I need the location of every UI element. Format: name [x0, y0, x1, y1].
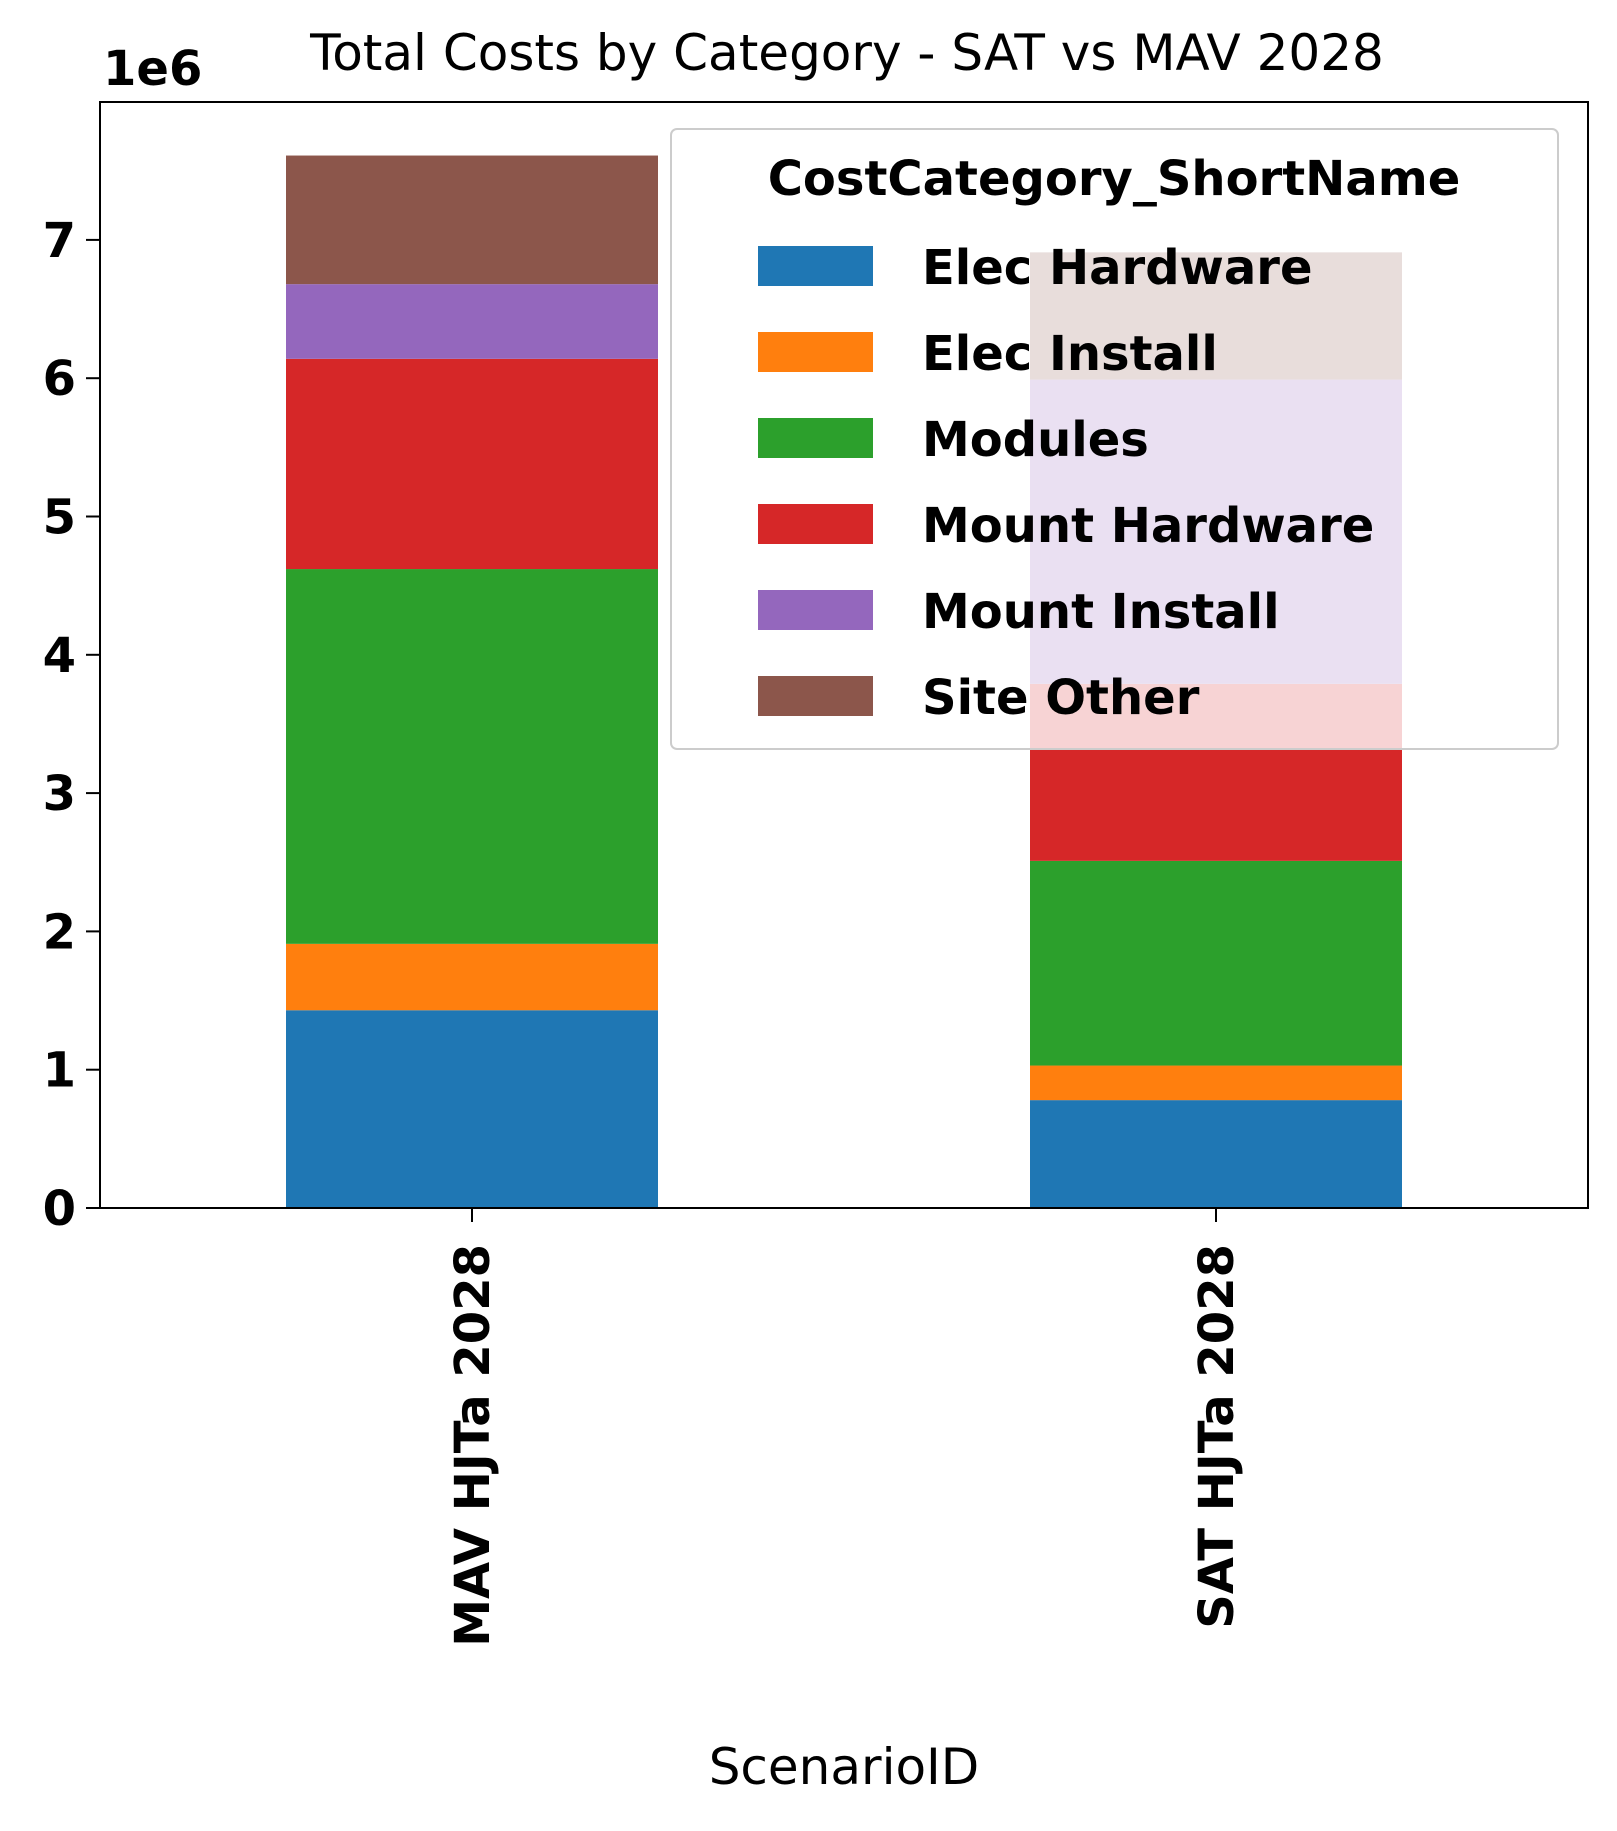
chart-title: Total Costs by Category - SAT vs MAV 202…	[309, 24, 1384, 82]
legend-swatch	[758, 246, 873, 286]
legend-swatch	[758, 590, 873, 630]
legend-swatch	[758, 676, 873, 716]
legend-label: Elec Install	[922, 326, 1218, 382]
bar-segment	[286, 569, 658, 944]
bar-segment	[286, 943, 658, 1011]
y-tick-label: 5	[43, 490, 76, 546]
legend-title: CostCategory_ShortName	[768, 151, 1461, 207]
legend-swatch	[758, 418, 873, 458]
legend-label: Modules	[922, 412, 1149, 468]
y-tick-label: 2	[43, 904, 76, 960]
y-tick-label: 1	[43, 1043, 76, 1099]
bar-segment	[1030, 1100, 1402, 1208]
x-axis: MAV HJTa 2028 SAT HJTa 2028	[445, 1208, 1245, 1647]
y-axis: 0 1 2 3 4 5 6 7	[43, 213, 100, 1237]
bar-segment	[1030, 1065, 1402, 1101]
y-multiplier-label: 1e6	[103, 41, 202, 97]
bar-segment	[1030, 860, 1402, 1066]
legend-label: Elec Hardware	[922, 240, 1313, 296]
x-tick-label: MAV HJTa 2028	[445, 1244, 501, 1647]
legend-label: Site Other	[922, 670, 1200, 726]
bar-segment	[286, 358, 658, 570]
x-tick-label: SAT HJTa 2028	[1189, 1244, 1245, 1629]
legend-label: Mount Install	[922, 584, 1280, 640]
legend-swatch	[758, 332, 873, 372]
legend: CostCategory_ShortName Elec Hardware Elec …	[670, 128, 1559, 750]
y-tick-label: 0	[43, 1181, 76, 1237]
legend-label: Mount Hardware	[922, 498, 1374, 554]
y-tick-label: 3	[43, 766, 76, 822]
bar-segment	[286, 155, 658, 285]
legend-swatch	[758, 504, 873, 544]
y-tick-label: 7	[43, 213, 76, 269]
y-tick-label: 4	[43, 628, 76, 684]
x-axis-label: ScenarioID	[709, 1738, 980, 1796]
bar-segment	[286, 284, 658, 359]
legend-box	[670, 128, 1559, 750]
bar-segment	[286, 1010, 658, 1208]
y-tick-label: 6	[43, 351, 76, 407]
